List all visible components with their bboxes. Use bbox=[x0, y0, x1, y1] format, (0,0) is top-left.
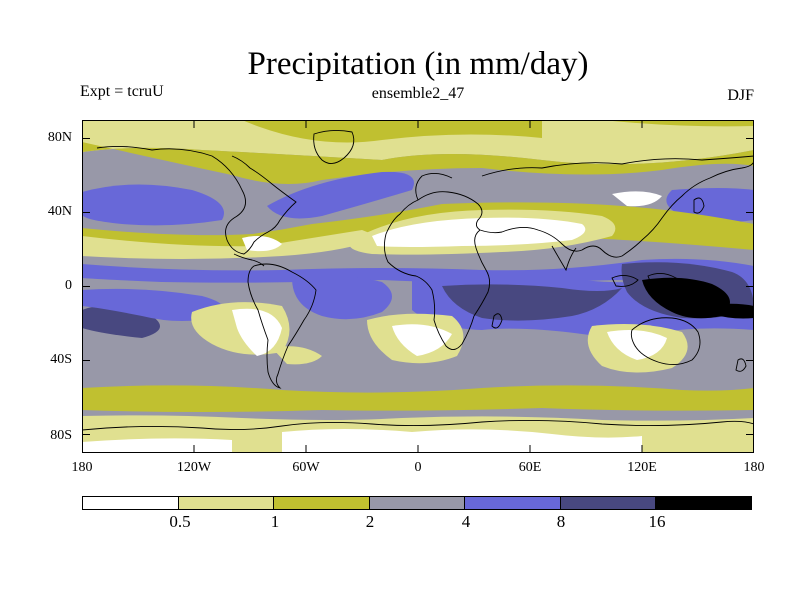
lat-tick-80s: 80S bbox=[50, 428, 72, 443]
lon-tick-60w: 60W bbox=[292, 460, 320, 475]
lon-tick-60e: 60E bbox=[518, 460, 542, 475]
colorbar-swatch-4 bbox=[465, 497, 561, 509]
colorbar-label-0-5: 0.5 bbox=[169, 512, 191, 531]
colorbar-label-1: 1 bbox=[270, 512, 280, 531]
precipitation-map bbox=[82, 120, 754, 453]
colorbar bbox=[82, 496, 752, 510]
map-title: Precipitation (in mm/day) bbox=[247, 46, 589, 82]
colorbar-swatch-5 bbox=[560, 497, 657, 509]
lat-tick-40n: 40N bbox=[47, 204, 72, 219]
ensemble-label: ensemble2_47 bbox=[371, 85, 465, 102]
lon-tick-180e: 180 bbox=[743, 460, 765, 475]
lat-tick-0: 0 bbox=[65, 278, 72, 293]
map-ticks bbox=[82, 120, 754, 453]
colorbar-swatch-3 bbox=[369, 497, 466, 509]
lon-tick-120e: 120E bbox=[627, 460, 657, 475]
colorbar-swatch-2 bbox=[274, 497, 370, 509]
colorbar-label-4: 4 bbox=[461, 512, 471, 531]
lon-tick-0: 0 bbox=[414, 460, 422, 475]
experiment-label: Expt = tcruU bbox=[80, 83, 164, 100]
lat-tick-80n: 80N bbox=[47, 130, 72, 145]
season-label: DJF bbox=[727, 87, 754, 104]
colorbar-label-8: 8 bbox=[556, 512, 566, 531]
colorbar-label-16: 16 bbox=[648, 512, 666, 531]
colorbar-swatch-1 bbox=[178, 497, 275, 509]
lon-tick-120w: 120W bbox=[176, 460, 212, 475]
lon-tick-180w: 180 bbox=[71, 460, 93, 475]
colorbar-label-2: 2 bbox=[365, 512, 375, 531]
lat-tick-40s: 40S bbox=[50, 352, 72, 367]
colorbar-swatch-6 bbox=[656, 497, 752, 509]
colorbar-swatch-0 bbox=[83, 497, 179, 509]
coastlines bbox=[82, 129, 754, 431]
